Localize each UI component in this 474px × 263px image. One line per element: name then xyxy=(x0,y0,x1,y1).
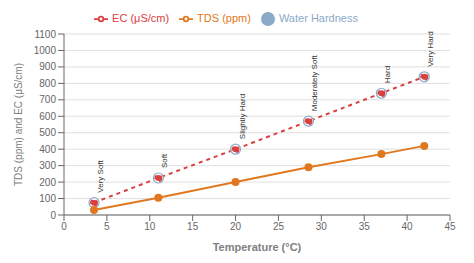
svg-text:Very Soft: Very Soft xyxy=(96,159,105,192)
svg-text:100: 100 xyxy=(39,193,56,204)
svg-text:45: 45 xyxy=(444,221,456,232)
svg-text:1100: 1100 xyxy=(34,29,56,40)
svg-text:400: 400 xyxy=(39,144,56,155)
svg-text:TDS (ppm) and EC (μS/cm): TDS (ppm) and EC (μS/cm) xyxy=(13,63,24,186)
svg-text:Moderately Soft: Moderately Soft xyxy=(310,54,319,111)
svg-text:900: 900 xyxy=(39,61,56,72)
svg-text:Very Hard: Very Hard xyxy=(426,31,435,67)
svg-text:600: 600 xyxy=(39,111,56,122)
svg-text:20: 20 xyxy=(230,221,242,232)
svg-text:10: 10 xyxy=(144,221,156,232)
svg-text:25: 25 xyxy=(273,221,285,232)
svg-text:15: 15 xyxy=(187,221,199,232)
svg-text:5: 5 xyxy=(104,221,110,232)
svg-text:0: 0 xyxy=(50,210,56,221)
svg-text:200: 200 xyxy=(39,177,56,188)
svg-text:35: 35 xyxy=(359,221,371,232)
svg-text:0: 0 xyxy=(61,221,67,232)
svg-text:Temperature (°C): Temperature (°C) xyxy=(213,241,302,253)
svg-text:Hard: Hard xyxy=(383,66,392,83)
svg-text:300: 300 xyxy=(39,160,56,171)
svg-text:30: 30 xyxy=(316,221,328,232)
html-text:EC (μS/cm): EC (μS/cm) xyxy=(112,12,170,24)
svg-text:40: 40 xyxy=(402,221,414,232)
html-text:Water Hardness: Water Hardness xyxy=(278,12,358,24)
svg-text:1000: 1000 xyxy=(34,45,57,56)
svg-text:800: 800 xyxy=(39,78,56,89)
svg-text:Slightly Hard: Slightly Hard xyxy=(238,94,247,139)
svg-text:500: 500 xyxy=(39,127,56,138)
svg-text:700: 700 xyxy=(39,94,56,105)
svg-text:Soft: Soft xyxy=(160,153,169,168)
html-text:TDS (ppm): TDS (ppm) xyxy=(197,12,251,24)
